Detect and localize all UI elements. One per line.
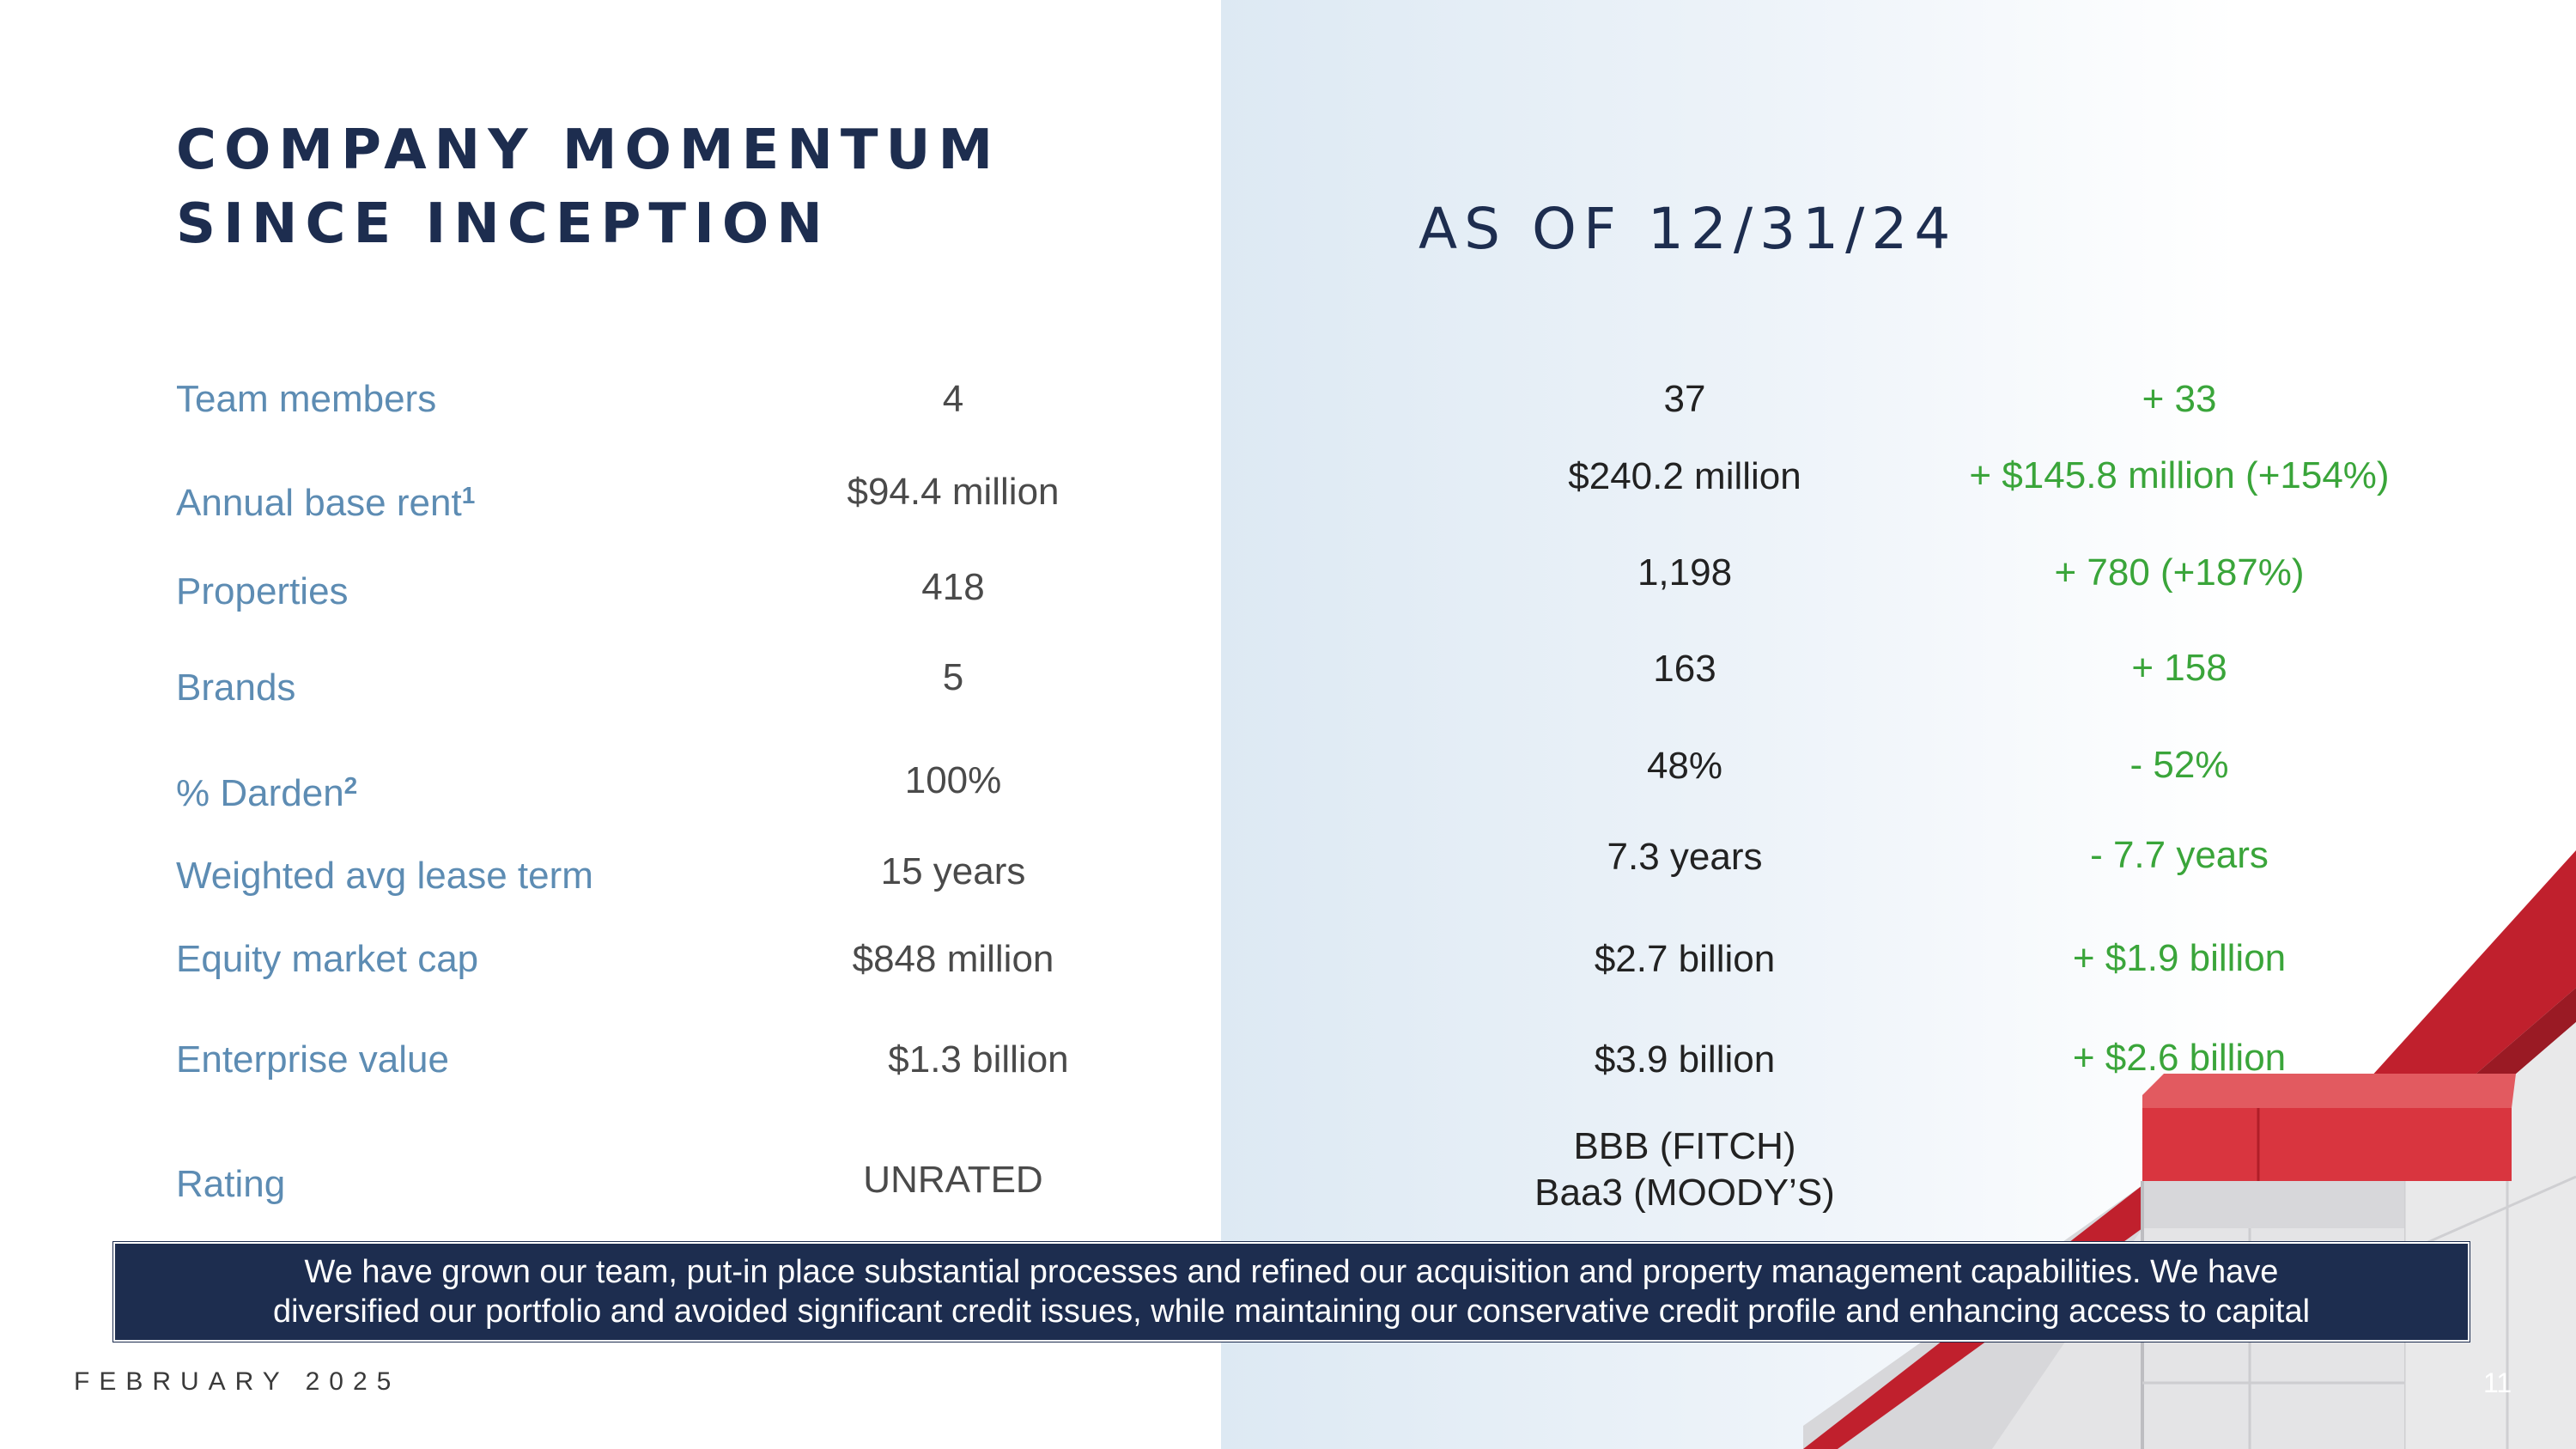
value-text: 4 — [942, 378, 964, 420]
row-label-equity-market-cap: Equity market cap — [176, 936, 478, 983]
value-text: 163 — [1653, 648, 1716, 690]
row-label-enterprise-value: Enterprise value — [176, 1037, 449, 1083]
row-label-properties: Properties — [176, 569, 349, 615]
value-text: $3.9 billion — [1594, 1038, 1776, 1081]
value-text: - 7.7 years — [2090, 834, 2269, 876]
label-text: Team members — [176, 378, 437, 420]
footer-date: FEBRUARY 2025 — [74, 1367, 401, 1396]
value-text: + $2.6 billion — [2072, 1037, 2287, 1079]
row-label-weighted-avg-lease-term: Weighted avg lease term — [176, 853, 593, 899]
value-text: 1,198 — [1637, 551, 1733, 594]
label-text: Equity market cap — [176, 938, 479, 980]
value-text: + $1.9 billion — [2072, 937, 2287, 979]
value-text: 418 — [921, 566, 985, 608]
row-label-brands: Brands — [176, 665, 295, 711]
banner-line-1: We have grown our team, put-in place sub… — [304, 1254, 2279, 1290]
label-text: Rating — [176, 1163, 286, 1205]
value-text: $2.7 billion — [1594, 938, 1776, 980]
value-text: + $145.8 million (+154%) — [1969, 454, 2390, 496]
value-text: UNRATED — [863, 1159, 1043, 1201]
value-text: 15 years — [880, 850, 1026, 892]
banner-line-2: diversified our portfolio and avoided si… — [272, 1294, 2311, 1330]
rating-moodys: Baa3 (MOODY’S) — [1534, 1172, 1835, 1214]
row-label-team-members: Team members — [176, 376, 436, 423]
value-text: - 52% — [2129, 744, 2229, 786]
label-text: Annual base rent — [176, 482, 462, 524]
value-text: + 780 (+187%) — [2054, 551, 2305, 594]
page-title: COMPANY MOMENTUM SINCE INCEPTION — [176, 113, 1000, 261]
value-text: + 158 — [2131, 647, 2227, 689]
title-line-1: COMPANY MOMENTUM — [176, 119, 1001, 182]
footnote-marker: 1 — [461, 482, 476, 508]
value-text: $240.2 million — [1568, 455, 1801, 497]
label-text: % Darden — [176, 772, 344, 814]
summary-banner: We have grown our team, put-in place sub… — [112, 1241, 2470, 1342]
value-text: 100% — [904, 759, 1002, 801]
row-label-annual-base-rent: Annual base rent1 — [176, 472, 475, 527]
value-text: $848 million — [852, 938, 1054, 980]
value-text: 48% — [1646, 745, 1723, 787]
row-label-darden: % Darden2 — [176, 763, 357, 817]
value-text: 37 — [1663, 378, 1706, 420]
rating-lines: BBB (FITCH) Baa3 (MOODY’S) — [1534, 1123, 1835, 1216]
value-text: + 33 — [2142, 378, 2217, 420]
label-text: Weighted avg lease term — [176, 855, 593, 897]
label-text: Enterprise value — [176, 1038, 449, 1081]
title-line-2: SINCE INCEPTION — [176, 192, 830, 256]
value-text: $94.4 million — [847, 471, 1060, 513]
value-text: 7.3 years — [1607, 836, 1763, 878]
page-number: 11 — [2483, 1367, 2512, 1398]
row-label-rating: Rating — [176, 1161, 285, 1208]
label-text: Brands — [176, 667, 296, 709]
rating-fitch: BBB (FITCH) — [1573, 1125, 1796, 1167]
value-text: $1.3 billion — [888, 1038, 1069, 1081]
as-of-heading: AS OF 12/31/24 — [1419, 196, 1958, 262]
footnote-marker: 2 — [343, 772, 358, 799]
value-text: 5 — [942, 656, 964, 698]
building-photo — [1803, 850, 2576, 1449]
label-text: Properties — [176, 570, 349, 612]
